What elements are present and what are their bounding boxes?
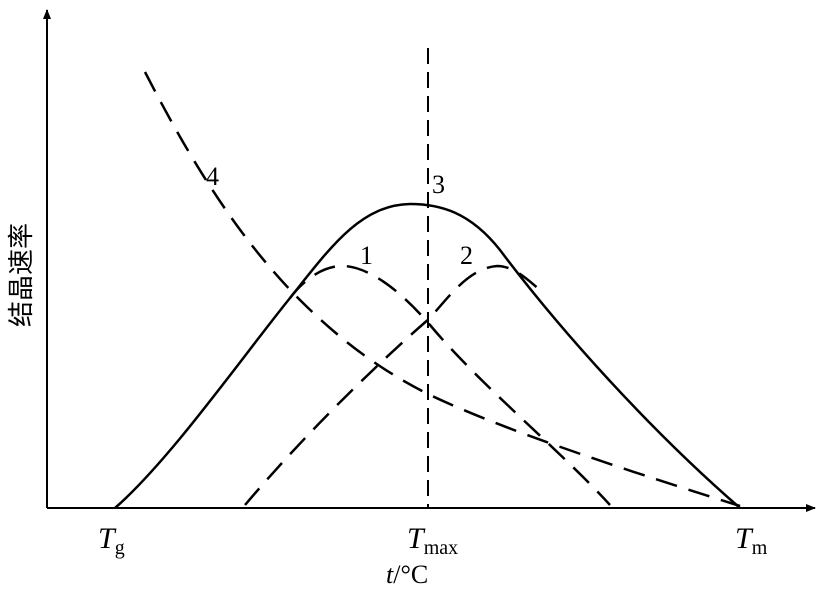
x-tick-tmax-main: T: [407, 522, 426, 555]
x-tick-tmax: Tmax: [407, 522, 458, 559]
x-tick-tg-sub: g: [115, 537, 125, 559]
curve-2-growth-rate: [244, 264, 541, 506]
x-axis-label-unit: /°C: [393, 560, 428, 589]
x-tick-tg-main: T: [98, 522, 117, 555]
x-tick-tmax-sub: max: [424, 537, 458, 559]
curve-label-4: 4: [206, 162, 219, 191]
x-tick-tm-sub: m: [752, 537, 768, 559]
x-axis-label-var: t: [386, 560, 394, 589]
y-axis-label: 结晶速率: [7, 223, 37, 327]
curve-label-2: 2: [460, 241, 473, 270]
curve-1-nucleation-rate: [289, 264, 611, 506]
curve-4: [143, 71, 741, 508]
curve-label-3: 3: [432, 170, 445, 199]
curve-label-1: 1: [360, 241, 373, 270]
curve-3-overall-rate: [114, 202, 741, 509]
x-tick-tg: Tg: [98, 522, 125, 559]
x-tick-tm: Tm: [735, 522, 768, 559]
x-axis-label: t/°C: [386, 560, 428, 589]
x-tick-tm-main: T: [735, 522, 754, 555]
